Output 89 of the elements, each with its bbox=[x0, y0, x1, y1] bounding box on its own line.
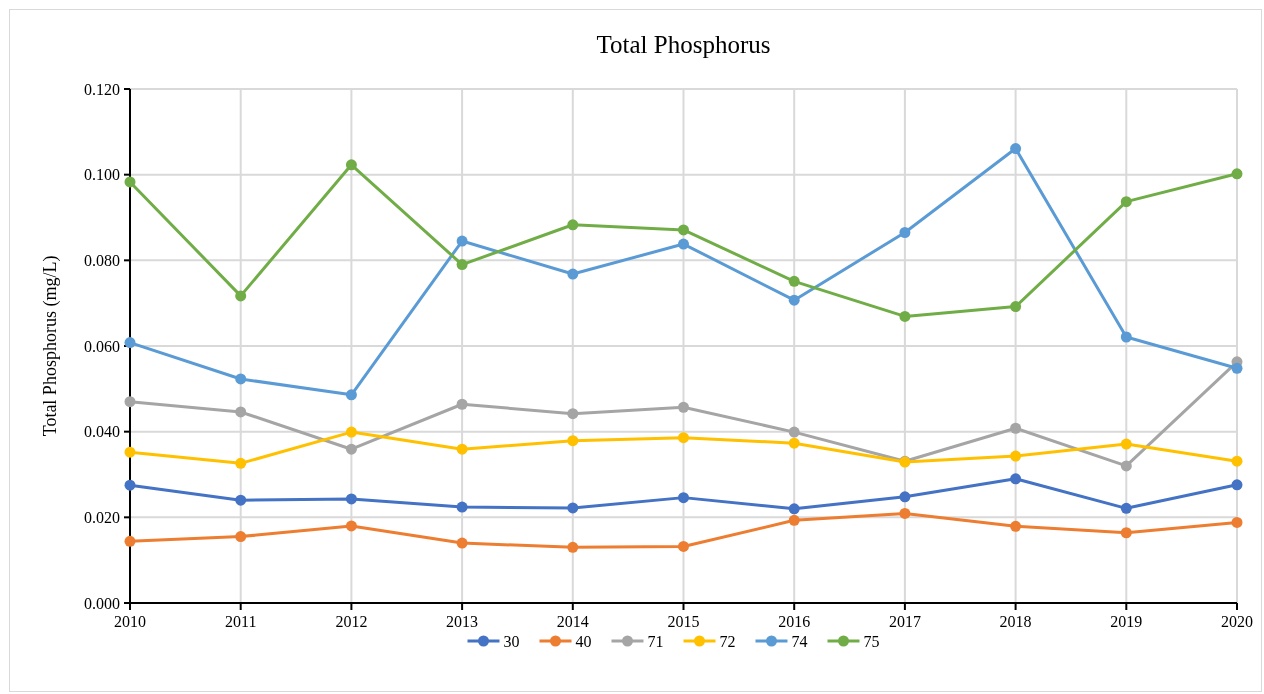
point bbox=[235, 290, 247, 302]
point bbox=[235, 406, 247, 418]
point bbox=[899, 507, 911, 519]
x-tick-label: 2017 bbox=[888, 613, 921, 630]
point bbox=[345, 493, 357, 505]
point bbox=[1120, 502, 1132, 514]
legend-label: 30 bbox=[503, 632, 520, 650]
point bbox=[345, 520, 357, 532]
point bbox=[345, 159, 357, 171]
point bbox=[788, 275, 800, 287]
point bbox=[456, 537, 468, 549]
x-tick-label: 2016 bbox=[778, 613, 811, 630]
point bbox=[1010, 422, 1022, 434]
point bbox=[567, 502, 579, 514]
point bbox=[1010, 473, 1022, 485]
x-tick-label: 2010 bbox=[114, 613, 146, 630]
point bbox=[456, 443, 468, 455]
point bbox=[456, 259, 468, 271]
x-tick-label: 2015 bbox=[667, 613, 700, 630]
point bbox=[567, 541, 579, 553]
point bbox=[235, 457, 247, 469]
legend-label: 72 bbox=[719, 632, 736, 650]
point bbox=[567, 268, 579, 280]
x-tick-label: 2019 bbox=[1110, 613, 1143, 630]
point bbox=[899, 491, 911, 503]
point bbox=[1120, 196, 1132, 208]
y-tick-label: 0.020 bbox=[84, 508, 120, 526]
point bbox=[1010, 143, 1022, 155]
point bbox=[124, 479, 136, 491]
point bbox=[788, 437, 800, 449]
point bbox=[567, 219, 579, 231]
point bbox=[124, 535, 136, 547]
point bbox=[235, 494, 247, 506]
point bbox=[1120, 438, 1132, 450]
point bbox=[678, 401, 689, 413]
point bbox=[678, 492, 689, 504]
x-tick-label: 2013 bbox=[446, 613, 479, 630]
point bbox=[1231, 168, 1243, 180]
x-tick-label: 2020 bbox=[1221, 613, 1253, 630]
legend-label: 74 bbox=[791, 632, 808, 650]
point bbox=[1120, 460, 1132, 472]
y-tick-label: 0.100 bbox=[84, 166, 120, 184]
point bbox=[124, 337, 136, 349]
point bbox=[345, 426, 357, 438]
y-tick-label: 0.040 bbox=[84, 423, 120, 441]
point bbox=[788, 294, 800, 306]
point bbox=[124, 176, 136, 188]
x-tick-label: 2018 bbox=[999, 613, 1032, 630]
point bbox=[345, 443, 357, 455]
point bbox=[456, 398, 468, 410]
chart-title: Total Phosphorus bbox=[596, 31, 771, 58]
point bbox=[899, 310, 911, 322]
point bbox=[124, 396, 136, 408]
legend-label: 40 bbox=[575, 632, 592, 650]
point bbox=[678, 224, 689, 236]
point bbox=[1010, 520, 1022, 532]
point bbox=[678, 540, 689, 552]
point bbox=[1231, 516, 1243, 528]
point bbox=[456, 501, 468, 513]
point bbox=[1120, 331, 1132, 343]
point bbox=[1231, 455, 1243, 467]
y-tick-label: 0.080 bbox=[84, 251, 120, 269]
y-axis-title: Total Phosphorus (mg/L) bbox=[40, 255, 61, 437]
point bbox=[1120, 527, 1132, 539]
point bbox=[235, 531, 247, 543]
point bbox=[1010, 301, 1022, 313]
point bbox=[678, 432, 689, 444]
point bbox=[1231, 479, 1243, 491]
legend-label: 75 bbox=[863, 632, 880, 650]
x-tick-label: 2012 bbox=[335, 613, 368, 630]
y-tick-label: 0.060 bbox=[84, 337, 120, 355]
point bbox=[567, 408, 579, 420]
point bbox=[678, 238, 689, 250]
point bbox=[788, 514, 800, 526]
point bbox=[788, 426, 800, 438]
point bbox=[235, 373, 247, 385]
x-tick-label: 2014 bbox=[556, 613, 589, 630]
point bbox=[899, 227, 911, 238]
point bbox=[1231, 362, 1243, 374]
y-tick-label: 0.000 bbox=[84, 594, 120, 612]
point bbox=[124, 446, 136, 458]
point bbox=[345, 389, 357, 401]
x-tick-label: 2011 bbox=[225, 613, 257, 630]
y-tick-label: 0.120 bbox=[84, 80, 120, 98]
point bbox=[456, 235, 468, 247]
point bbox=[1010, 450, 1022, 462]
point bbox=[567, 435, 579, 447]
legend-label: 71 bbox=[647, 632, 664, 650]
point bbox=[788, 503, 800, 515]
